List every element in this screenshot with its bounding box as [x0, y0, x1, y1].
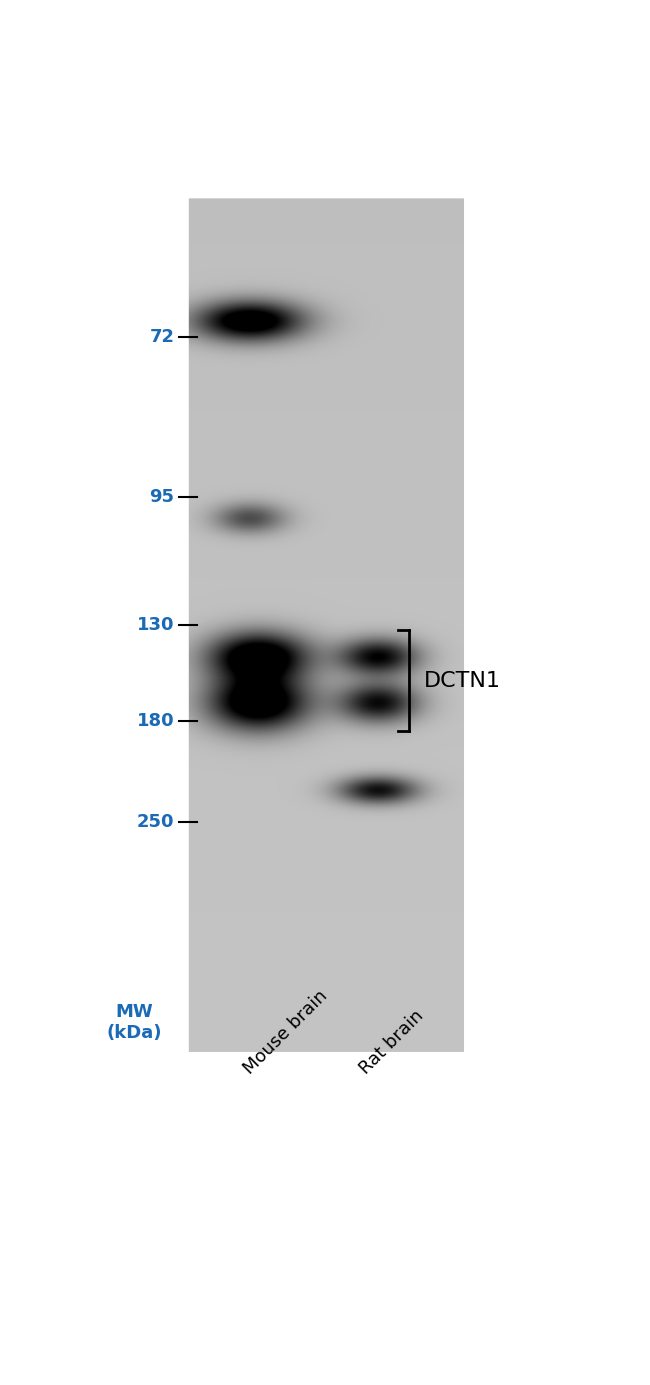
- Text: 72: 72: [150, 328, 174, 346]
- Text: Mouse brain: Mouse brain: [240, 988, 331, 1078]
- Text: 250: 250: [137, 813, 174, 831]
- Text: 180: 180: [136, 712, 174, 730]
- Text: 130: 130: [137, 616, 174, 634]
- Text: MW
(kDa): MW (kDa): [107, 1003, 162, 1042]
- Text: 95: 95: [150, 488, 174, 506]
- Text: Rat brain: Rat brain: [356, 1007, 427, 1078]
- Text: DCTN1: DCTN1: [424, 672, 500, 691]
